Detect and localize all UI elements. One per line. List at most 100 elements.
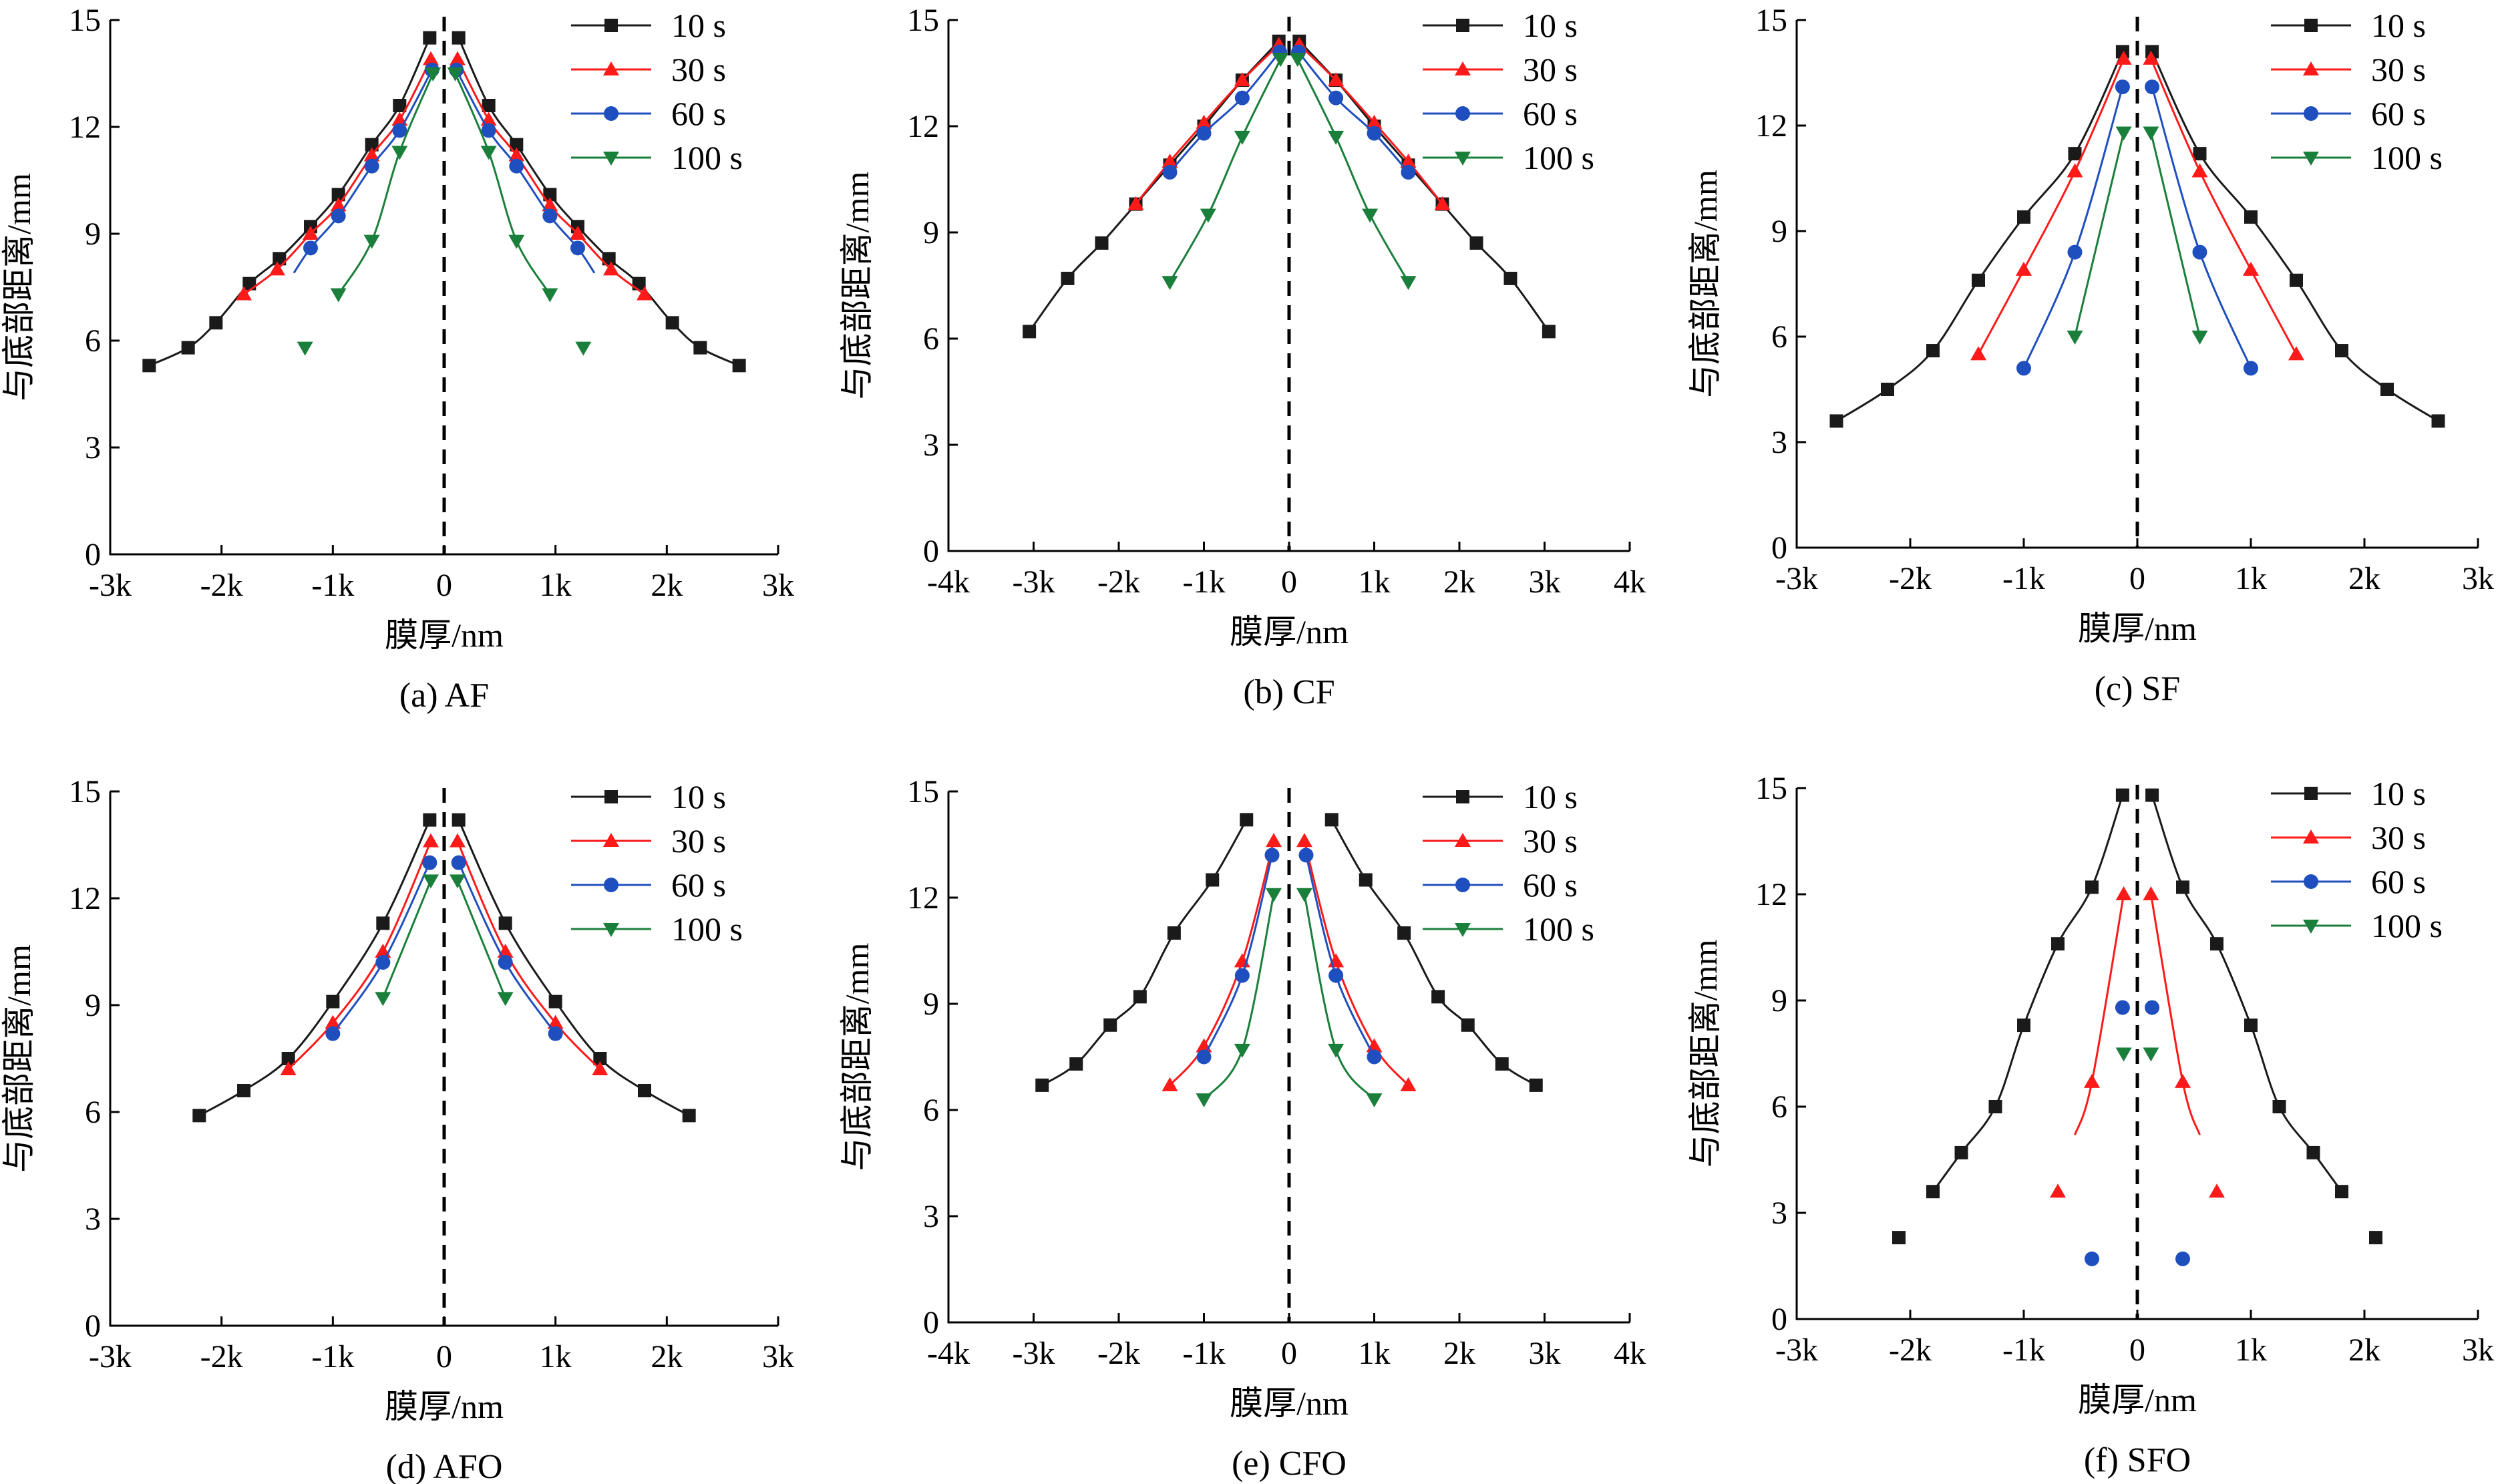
data-point	[1829, 414, 1843, 428]
data-point	[2017, 1018, 2030, 1033]
data-point	[1234, 968, 1250, 983]
data-point	[1970, 346, 1986, 361]
series-line-left	[243, 59, 432, 295]
legend-label: 30 s	[671, 822, 726, 860]
y-tick-label: 0	[85, 1308, 101, 1344]
y-tick-label: 0	[1771, 1302, 1787, 1337]
data-point	[375, 992, 391, 1006]
y-tick-label: 3	[1771, 425, 1787, 460]
x-tick-label: 2k	[2348, 1332, 2380, 1368]
series-line-left	[1041, 819, 1248, 1087]
data-point	[1972, 273, 1985, 287]
x-tick-label: 3k	[762, 568, 794, 603]
data-point	[326, 994, 340, 1008]
legend-label: 10 s	[2371, 775, 2426, 812]
series-line-left	[2074, 132, 2125, 337]
y-tick-label: 15	[69, 774, 101, 809]
series-line-right	[2150, 58, 2298, 355]
data-point	[425, 67, 441, 81]
series-line-right	[456, 59, 645, 295]
data-point	[2115, 79, 2130, 95]
y-tick-label: 9	[85, 216, 101, 252]
x-tick-label: 0	[2129, 561, 2145, 596]
data-point	[423, 31, 437, 45]
y-axis-title: 与底部距离/mm	[838, 172, 876, 400]
chart-panel-3: 0 3 6 9 12 15 -3k -2k -1k 0 1k 2k 3k 与底部距离/mm 膜厚/nm (c)…	[1686, 3, 2494, 708]
data-point	[2145, 788, 2159, 802]
data-point	[2115, 126, 2132, 141]
x-tick-label: -3k	[89, 568, 132, 603]
x-axis-title: 膜厚/nm	[2078, 1381, 2197, 1419]
data-point	[2017, 210, 2030, 224]
y-tick-label: 0	[923, 534, 939, 569]
data-point	[297, 341, 313, 356]
x-tick-label: 1k	[1359, 564, 1391, 600]
x-tick-label: -1k	[1183, 564, 1226, 600]
x-tick-label: 2k	[1443, 564, 1475, 600]
data-point	[1434, 196, 1451, 210]
data-point	[1495, 1057, 1509, 1071]
data-point	[181, 341, 195, 355]
data-point	[2191, 331, 2208, 345]
data-point	[1162, 1077, 1178, 1091]
y-tick-label: 6	[923, 1093, 939, 1128]
y-tick-label: 3	[923, 427, 939, 463]
data-point	[665, 316, 679, 330]
data-point	[1328, 1043, 1345, 1058]
y-tick-label: 15	[1755, 3, 1787, 38]
legend-label: 30 s	[1523, 51, 1578, 88]
x-tick-label: -2k	[200, 568, 243, 603]
y-tick-label: 6	[85, 323, 101, 359]
series-line-right	[1297, 51, 1409, 173]
data-point	[365, 138, 379, 152]
data-point	[423, 813, 437, 827]
legend-marker	[1455, 833, 1471, 847]
legend-marker	[2304, 106, 2318, 121]
data-point	[2115, 1047, 2132, 1062]
legend-label: 30 s	[1523, 822, 1578, 860]
data-point	[2193, 147, 2207, 161]
y-tick-label: 9	[1771, 983, 1787, 1018]
data-point	[2085, 1251, 2099, 1266]
data-point	[237, 1084, 250, 1097]
legend: 10 s 30 s 60 s 100 s	[2271, 7, 2443, 176]
legend-marker	[1455, 152, 1471, 166]
data-point	[593, 1052, 607, 1065]
data-point	[1359, 873, 1373, 887]
data-point	[2084, 1073, 2100, 1088]
x-tick-label: 1k	[2235, 561, 2267, 596]
legend-marker	[604, 106, 618, 121]
data-point	[2143, 126, 2159, 141]
x-tick-label: -2k	[1889, 561, 1932, 596]
data-point	[1196, 1049, 1212, 1065]
data-point	[1234, 90, 1250, 106]
legend-marker	[1455, 878, 1470, 892]
y-axis-title: 与底部距离/mm	[838, 943, 876, 1171]
series-10s	[1829, 45, 2445, 428]
series-30s	[1127, 37, 1451, 210]
data-point	[1366, 1093, 1383, 1108]
data-point	[732, 359, 746, 373]
data-point	[2431, 414, 2445, 428]
legend-marker	[2303, 920, 2319, 934]
series-100s	[297, 67, 592, 356]
data-point	[2145, 79, 2160, 95]
legend-label: 10 s	[1523, 7, 1578, 44]
series-10s	[192, 813, 696, 1123]
y-tick-label: 3	[85, 1201, 101, 1237]
data-point	[2176, 880, 2189, 894]
data-point	[2175, 1073, 2191, 1088]
legend-label: 60 s	[2371, 95, 2426, 132]
data-point	[2016, 261, 2032, 276]
data-point	[542, 288, 558, 303]
y-axis-title: 与底部距离/mm	[0, 173, 37, 401]
series-30s	[280, 833, 608, 1075]
data-point	[451, 855, 466, 870]
data-point	[303, 240, 318, 256]
legend-label: 30 s	[671, 51, 726, 88]
series-30s	[236, 51, 653, 301]
data-point	[2306, 1145, 2320, 1159]
data-point	[2115, 886, 2132, 900]
x-tick-label: -2k	[1097, 564, 1140, 600]
